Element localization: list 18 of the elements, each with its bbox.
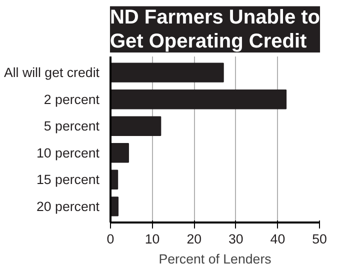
x-axis-title: Percent of Lenders (158, 252, 272, 266)
y-tick-label: All will get credit (4, 65, 100, 80)
y-tick-label: 10 percent (36, 145, 100, 160)
x-tick-label: 30 (228, 232, 244, 246)
bar (110, 143, 129, 163)
x-tick-label: 50 (312, 232, 327, 246)
bar (110, 89, 287, 110)
y-tick-label: 5 percent (44, 118, 100, 134)
x-tick-label: 0 (106, 232, 114, 246)
bar (110, 62, 224, 82)
y-tick-label: 2 percent (44, 92, 100, 107)
y-tick-label: 15 percent (36, 172, 100, 188)
x-tick-label: 10 (144, 232, 160, 246)
y-tick-label: 20 percent (36, 198, 100, 214)
x-tick-label: 20 (186, 232, 202, 246)
chart-title: ND Farmers Unable to Get Operating Credit (110, 6, 320, 52)
bar (110, 116, 162, 136)
x-tick-label: 40 (270, 232, 286, 246)
